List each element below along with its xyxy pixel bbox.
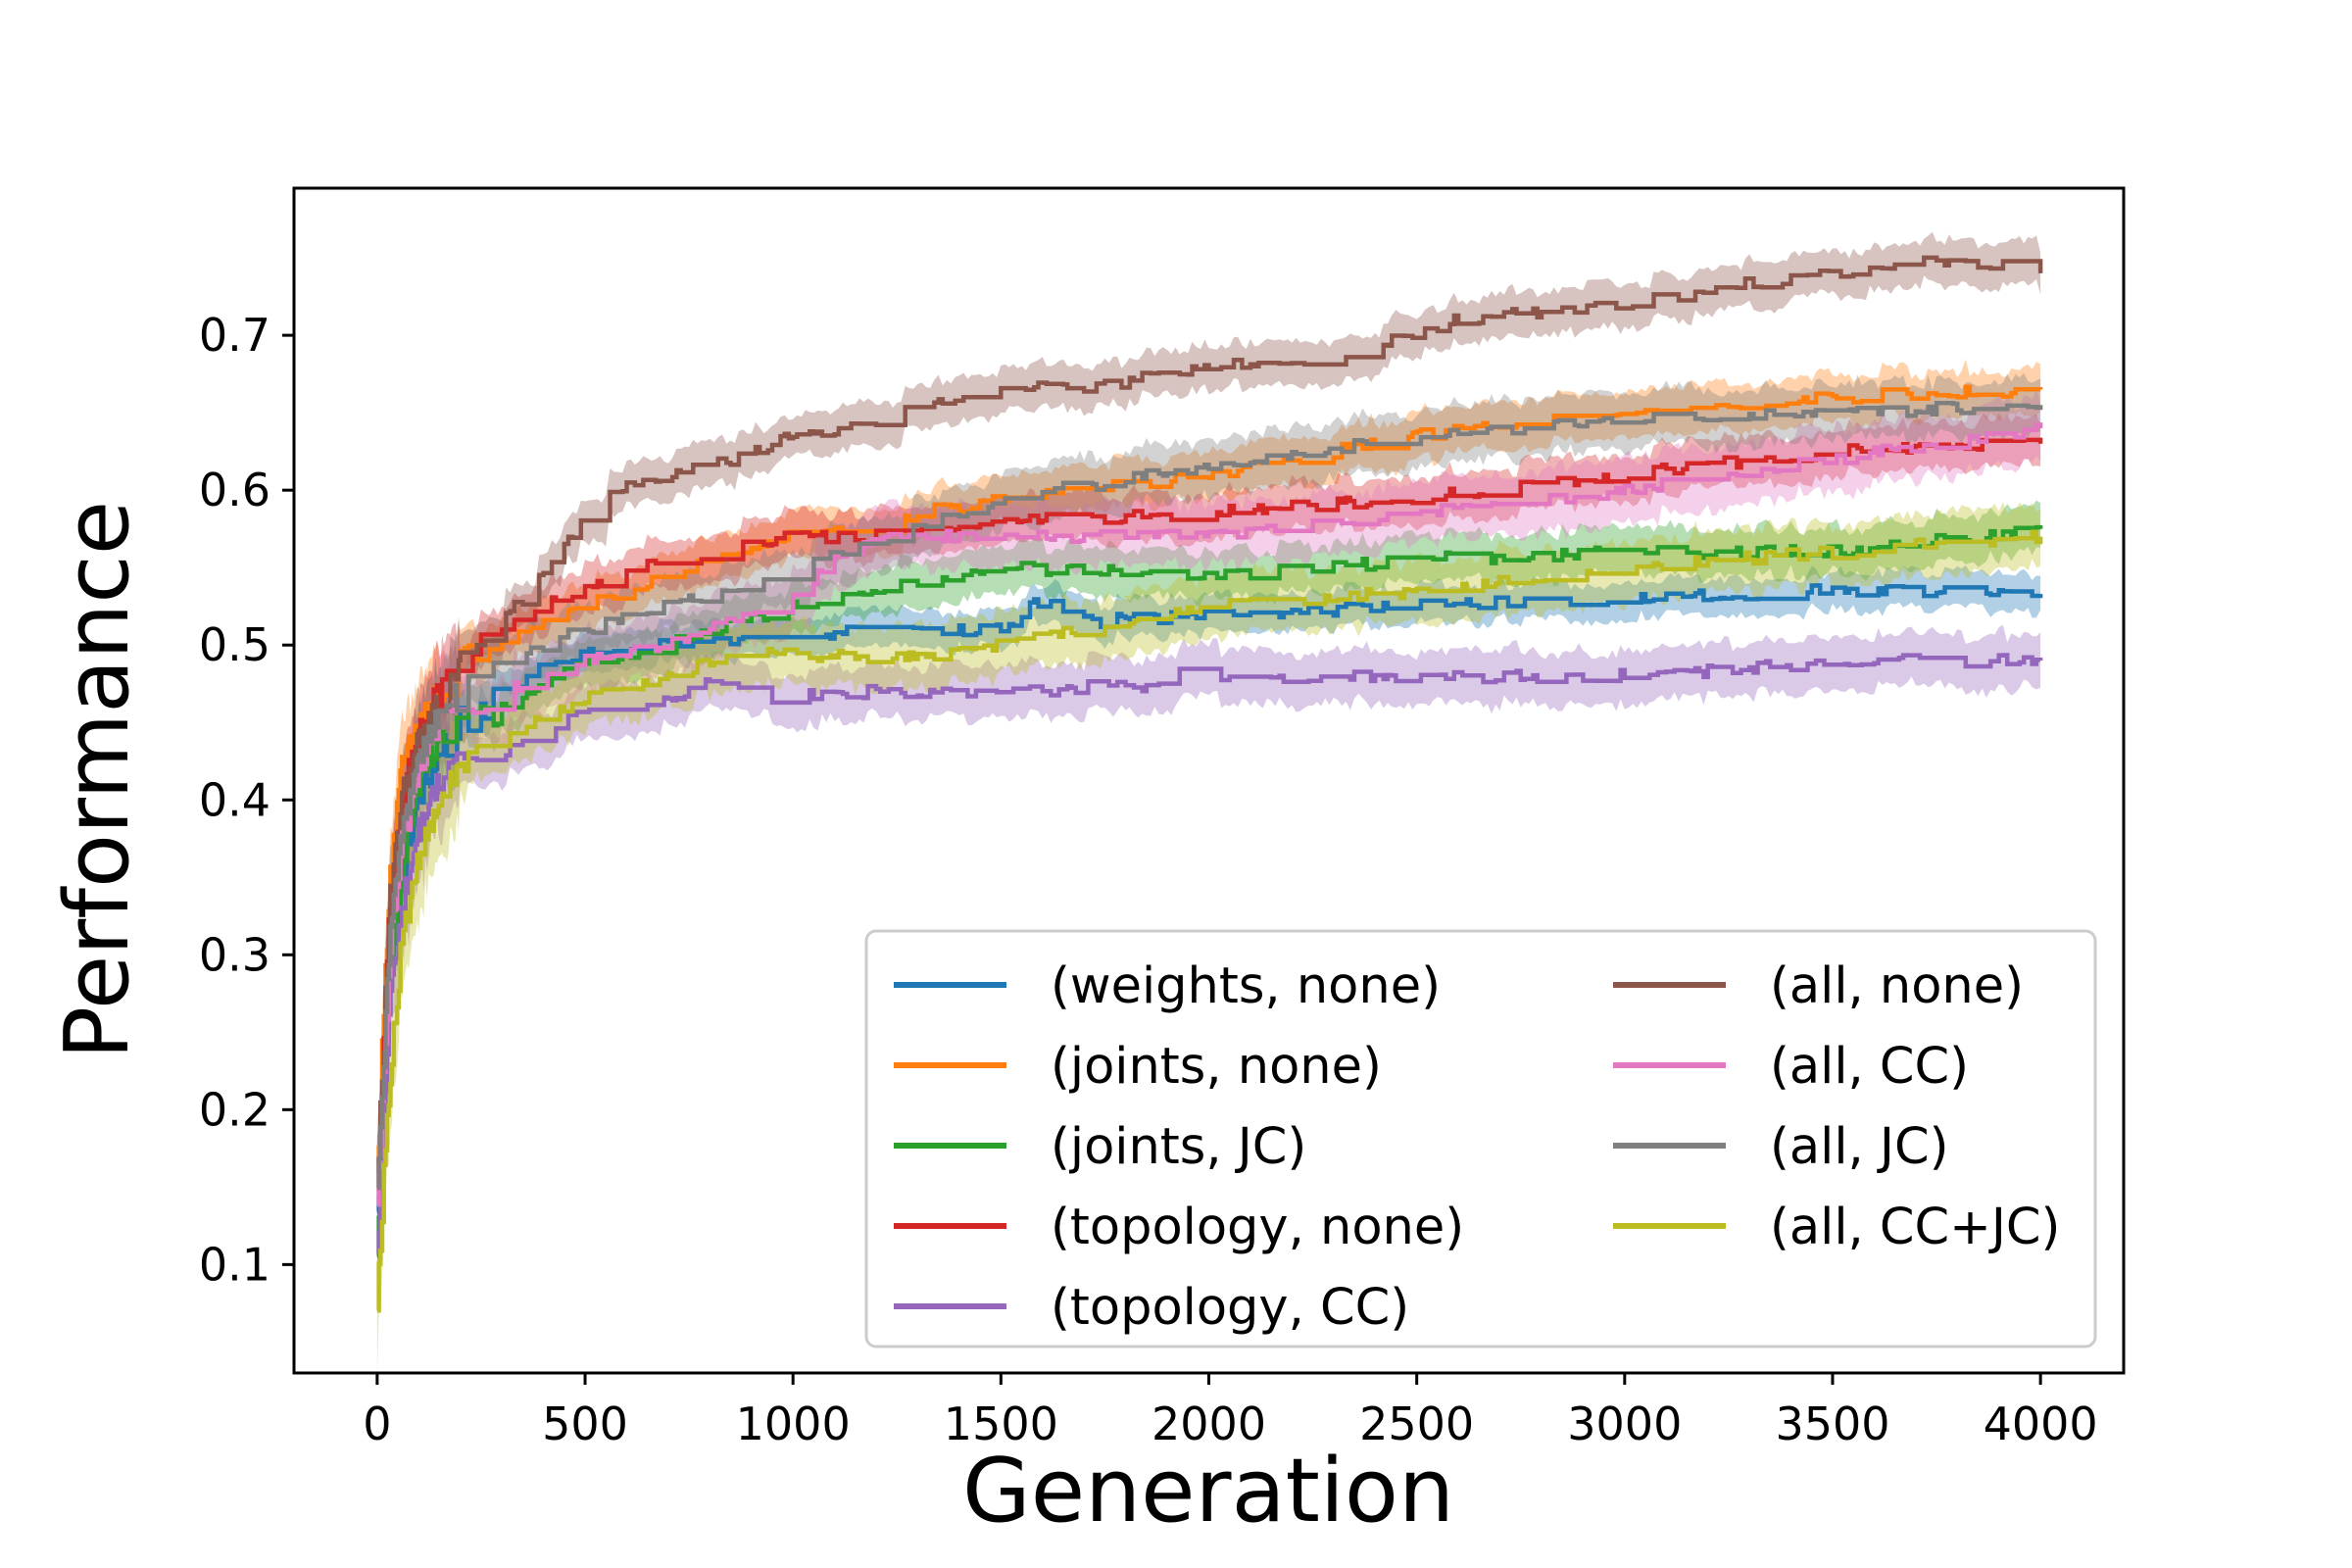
- y-axis-ticks: 0.1 0.2 0.3 0.4 0.5 0.6 0.7: [199, 309, 294, 1291]
- series-line: [376, 400, 2043, 1191]
- series-band: [376, 624, 2041, 1307]
- legend-entry: (all, CC+JC): [1613, 1199, 2060, 1256]
- x-tick-label: 2000: [1152, 1397, 1266, 1450]
- y-tick-label: 0.6: [199, 464, 270, 516]
- series-line: [376, 653, 2043, 1256]
- legend-label: (joints, none): [1051, 1038, 1382, 1096]
- legend-entry: (all, CC): [1613, 1038, 1969, 1096]
- legend-entries: (weights, none) (joints, none) (joints, JC…: [894, 957, 2060, 1337]
- x-tick-label: 3000: [1567, 1397, 1682, 1450]
- legend-entry: (topology, CC): [894, 1279, 1409, 1337]
- legend-label: (all, none): [1770, 957, 2024, 1015]
- series-line: [376, 422, 2043, 1207]
- x-tick-label: 500: [542, 1397, 628, 1450]
- legend: (weights, none) (joints, none) (joints, JC…: [864, 929, 2097, 1348]
- legend-entry: (all, JC): [1613, 1118, 1948, 1176]
- series-lines: [376, 255, 2043, 1313]
- series-line: [376, 255, 2043, 1177]
- y-tick-label: 0.3: [199, 928, 270, 981]
- x-axis-ticks: 0 500 1000 1500 2000 2500 3000 3500 4000: [363, 1373, 2098, 1450]
- y-tick-label: 0.2: [199, 1083, 270, 1136]
- series-line: [376, 437, 2043, 1196]
- y-axis-title: Performance: [46, 501, 149, 1059]
- legend-label: (all, CC+JC): [1770, 1199, 2060, 1256]
- legend-label: (topology, none): [1051, 1199, 1464, 1256]
- legend-entry: (topology, none): [894, 1199, 1464, 1256]
- series-band: [376, 372, 2041, 1245]
- x-tick-label: 1000: [736, 1397, 851, 1450]
- legend-entry: (joints, none): [894, 1038, 1382, 1096]
- legend-label: (weights, none): [1051, 957, 1441, 1015]
- plot-area: [376, 231, 2043, 1373]
- legend-label: (topology, CC): [1051, 1279, 1409, 1337]
- legend-label: (joints, JC): [1051, 1118, 1306, 1176]
- legend-entry: (weights, none): [894, 957, 1441, 1015]
- series-line: [376, 529, 2043, 1313]
- x-tick-label: 0: [363, 1397, 391, 1450]
- x-tick-label: 4000: [1984, 1397, 2098, 1450]
- y-tick-label: 0.1: [199, 1238, 270, 1291]
- x-axis-title: Generation: [962, 1440, 1454, 1543]
- legend-label: (all, CC): [1770, 1038, 1969, 1096]
- legend-box: [864, 929, 2097, 1348]
- x-tick-label: 3500: [1775, 1397, 1889, 1450]
- legend-entry: (joints, JC): [894, 1118, 1306, 1176]
- legend-entry: (all, none): [1613, 957, 2024, 1015]
- y-tick-label: 0.5: [199, 618, 270, 671]
- legend-label: (all, JC): [1770, 1118, 1948, 1176]
- x-tick-label: 2500: [1359, 1397, 1474, 1450]
- y-tick-label: 0.7: [199, 309, 270, 362]
- y-tick-label: 0.4: [199, 773, 270, 826]
- x-tick-label: 1500: [944, 1397, 1058, 1450]
- series-line: [376, 384, 2043, 1166]
